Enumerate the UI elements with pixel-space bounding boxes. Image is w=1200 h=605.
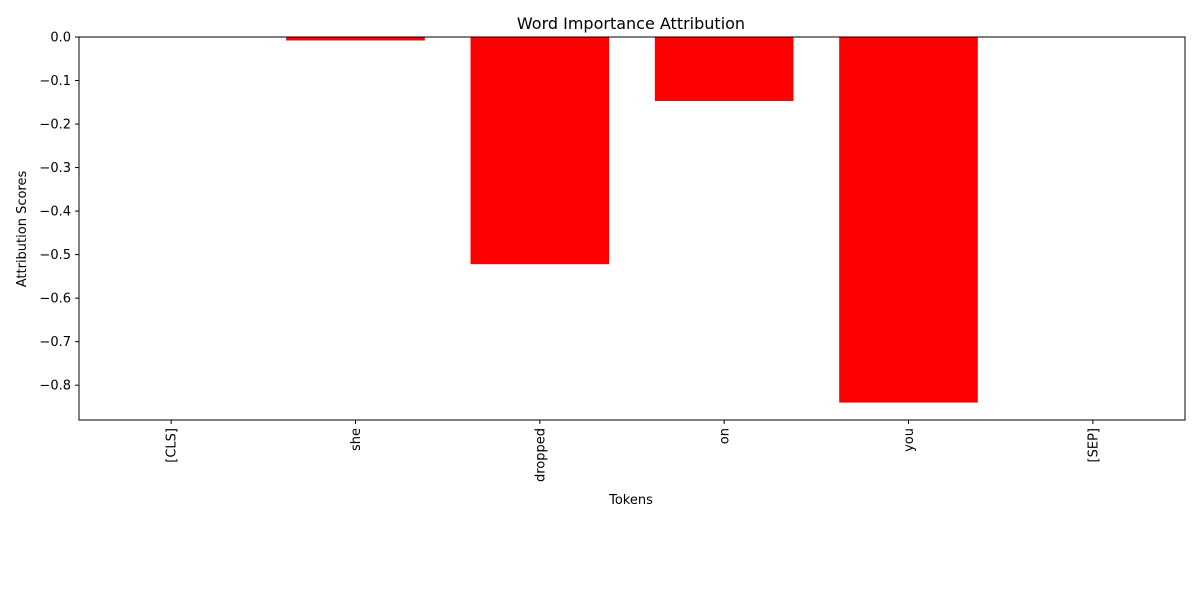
y-tick-label: −0.2 bbox=[39, 118, 71, 133]
y-tick-label: −0.5 bbox=[39, 248, 71, 263]
bars-layer bbox=[286, 37, 978, 403]
bar-1 bbox=[286, 37, 425, 41]
x-tick-label: [CLS] bbox=[165, 428, 180, 463]
y-tick-label: −0.7 bbox=[39, 335, 71, 350]
x-tick-label: she bbox=[349, 428, 364, 451]
x-axis-label: Tokens bbox=[608, 493, 653, 508]
x-tick-label: on bbox=[718, 428, 733, 444]
y-tick-label: 0.0 bbox=[50, 31, 71, 46]
y-tick-label: −0.4 bbox=[39, 205, 71, 220]
x-axis: [CLS] she dropped on you [SEP] bbox=[165, 420, 1101, 482]
plot-frame bbox=[78, 36, 1186, 421]
x-tick-label: [SEP] bbox=[1086, 428, 1101, 462]
y-axis-label: Attribution Scores bbox=[15, 171, 30, 288]
bar-2 bbox=[470, 37, 610, 265]
y-tick-label: −0.1 bbox=[39, 74, 71, 89]
bar-3 bbox=[654, 37, 794, 101]
y-axis: 0.0 −0.1 −0.2 −0.3 −0.4 −0.5 −0.6 −0.7 −0.8 bbox=[39, 31, 79, 394]
x-tick-label: dropped bbox=[533, 428, 548, 482]
bar-4 bbox=[839, 37, 978, 403]
y-tick-label: −0.8 bbox=[39, 379, 71, 394]
y-tick-label: −0.3 bbox=[39, 161, 71, 176]
y-tick-label: −0.6 bbox=[39, 292, 71, 307]
chart-title: Word Importance Attribution bbox=[517, 14, 745, 33]
x-tick-label: you bbox=[902, 428, 917, 452]
